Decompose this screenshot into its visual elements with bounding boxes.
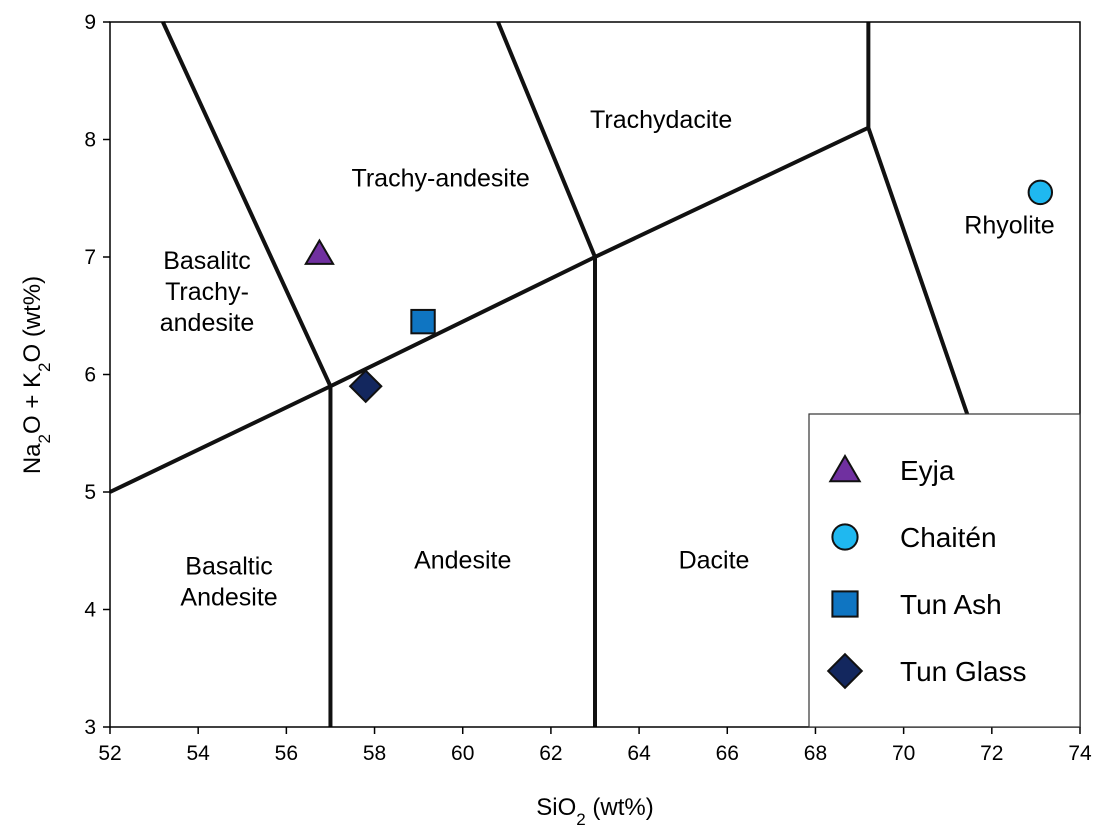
field-label-line: andesite — [160, 309, 255, 337]
x-tick-label: 52 — [98, 742, 121, 765]
x-axis-ticks: 52 54 56 58 60 62 64 66 68 70 72 74 — [98, 727, 1092, 765]
legend-marker-3 — [826, 652, 864, 690]
x-tick-label: 62 — [539, 742, 562, 765]
field-labels: Basalitc Trachy-andesite Trachy-andesite Tr… — [160, 106, 1055, 612]
field-boundary-0 — [109, 125, 870, 494]
field-label-line: Trachydacite — [590, 106, 732, 134]
y-tick-label: 4 — [84, 599, 96, 622]
x-tick-label: 54 — [187, 742, 211, 765]
x-axis-title-main: SiO — [536, 794, 576, 821]
x-tick-label: 74 — [1068, 742, 1092, 765]
x-tick-label: 64 — [627, 742, 651, 765]
field-label-line: Rhyolite — [964, 212, 1054, 240]
field-boundary-2 — [496, 21, 597, 727]
x-axis-title-unit: (wt%) — [586, 794, 654, 821]
y-axis-title-part1: Na — [19, 443, 46, 474]
field-label-3: Rhyolite — [964, 212, 1054, 240]
legend-label-3: Tun Glass — [900, 656, 1027, 687]
data-points — [304, 179, 1054, 404]
x-tick-label: 66 — [716, 742, 739, 765]
field-boundary-1 — [161, 21, 333, 727]
x-tick-label: 70 — [892, 742, 915, 765]
x-tick-label: 68 — [804, 742, 827, 765]
legend-label-1: Chaitén — [900, 522, 997, 553]
field-label-line: Basalitc — [163, 247, 251, 275]
y-axis-title-sub1: 2 — [35, 434, 54, 443]
x-axis-title-subscript: 2 — [576, 810, 585, 829]
legend-marker-1 — [831, 523, 859, 551]
y-axis-title-sub2: 2 — [35, 363, 54, 372]
legend-marker-2 — [831, 590, 859, 618]
y-axis-title-part2: O + K — [19, 372, 46, 434]
y-axis-title-part3: O (wt%) — [19, 276, 46, 363]
field-label-5: Andesite — [414, 546, 511, 574]
legend-label-2: Tun Ash — [900, 589, 1002, 620]
field-label-6: Dacite — [679, 546, 750, 574]
y-tick-label: 3 — [84, 716, 96, 739]
x-axis-title: SiO2 (wt%) — [536, 794, 653, 829]
field-label-line: Basaltic — [185, 552, 273, 580]
y-tick-label: 6 — [84, 364, 96, 387]
field-label-1: Trachy-andesite — [352, 165, 530, 193]
legend-box — [808, 413, 1081, 728]
x-tick-label: 72 — [980, 742, 1003, 765]
x-tick-label: 58 — [363, 742, 386, 765]
field-boundary-3 — [866, 22, 972, 423]
field-label-line: Andesite — [414, 546, 511, 574]
field-label-4: Basaltic Andesite — [180, 552, 277, 611]
y-axis-title: Na2O + K2O (wt%) — [19, 276, 54, 474]
y-tick-label: 7 — [84, 246, 96, 269]
legend: Eyja Chaitén Tun Ash Tun Glass — [808, 413, 1081, 728]
field-label-line: Andesite — [180, 583, 277, 611]
field-label-line: Trachy- — [165, 278, 249, 306]
y-axis-ticks: 3 4 5 6 7 8 9 — [84, 11, 110, 739]
field-label-2: Trachydacite — [590, 106, 732, 134]
field-label-0: Basalitc Trachy-andesite — [160, 247, 255, 337]
point-eyja — [304, 238, 335, 265]
point-tun-glass — [348, 369, 383, 404]
x-tick-label: 60 — [451, 742, 474, 765]
y-tick-label: 9 — [84, 11, 96, 34]
legend-label-0: Eyja — [900, 455, 955, 486]
field-boundaries — [109, 21, 972, 727]
y-tick-label: 8 — [84, 129, 96, 152]
point-chait-n — [1027, 179, 1054, 206]
x-tick-label: 56 — [275, 742, 298, 765]
legend-marker-0 — [828, 454, 862, 483]
field-label-line: Trachy-andesite — [352, 165, 530, 193]
field-label-line: Dacite — [679, 546, 750, 574]
y-tick-label: 5 — [84, 481, 96, 504]
point-tun-ash — [410, 308, 436, 335]
